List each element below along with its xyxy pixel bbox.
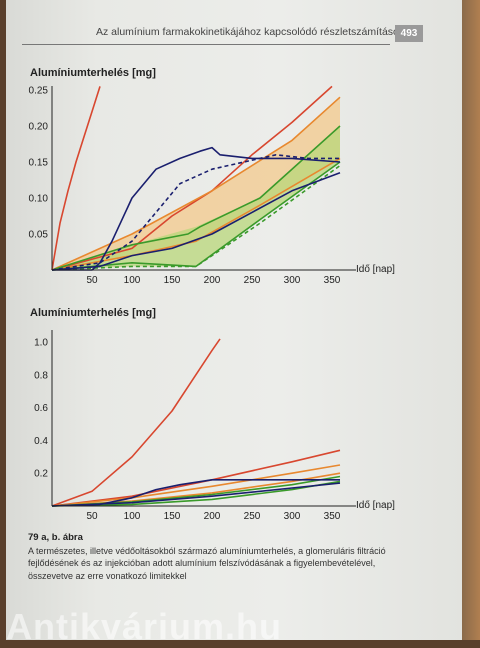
chart-b-ytick-label: 1.0 [34, 338, 48, 349]
chart-a-ytick-label: 0.25 [29, 86, 49, 97]
chart-b-xtick-label: 250 [244, 511, 261, 522]
caption-title: 79 a, b. ábra [28, 532, 83, 543]
chart-a-ticks: 50 100 150 200 250 300 350 0.05 0.10 0.15 0.20 0.25 [29, 86, 341, 287]
chart-a-ytick-label: 0.15 [29, 158, 49, 169]
chart-a-xtick-label: 150 [164, 275, 181, 286]
chart-b: Alumíniumterhelés [mg] Idő [nap] 50 100 15… [30, 307, 395, 522]
chart-b-xtick-label: 200 [204, 511, 221, 522]
chart-a-ytick-label: 0.05 [29, 230, 49, 241]
chart-a-series-9 [51, 172, 341, 271]
running-head: Az alumínium farmakokinetikájához kapcso… [96, 26, 405, 38]
chart-a: Alumíniumterhelés [mg] Idő [nap] 50 100 15… [29, 67, 396, 286]
page-edge [462, 0, 480, 640]
chart-a-xtick-label: 250 [244, 275, 261, 286]
header-rule [22, 44, 390, 45]
chart-a-ytick-label: 0.10 [29, 194, 49, 205]
chart-a-ytick-label: 0.20 [29, 122, 49, 133]
chart-a-lines [51, 85, 341, 271]
chart-a-series-2 [51, 96, 341, 271]
chart-a-axes [51, 86, 356, 271]
chart-a-series-3 [51, 157, 341, 271]
chart-a-xtick-label: 100 [124, 275, 141, 286]
chart-a-xtick-label: 50 [86, 275, 98, 286]
chart-b-series-2 [51, 464, 341, 507]
chart-b-ylabel: Alumíniumterhelés [mg] [30, 307, 156, 319]
chart-b-lines [51, 338, 341, 507]
chart-b-ytick-label: 0.8 [34, 370, 48, 381]
chart-b-xtick-label: 350 [324, 511, 341, 522]
chart-b-xlabel: Idő [nap] [356, 500, 395, 511]
chart-b-ytick-label: 0.2 [34, 469, 48, 480]
chart-b-xtick-label: 100 [124, 511, 141, 522]
chart-b-xtick-label: 300 [284, 511, 301, 522]
chart-b-series-0 [51, 338, 221, 507]
chart-b-axes [51, 330, 356, 507]
chart-a-xtick-label: 300 [284, 275, 301, 286]
chart-a-ylabel: Alumíniumterhelés [mg] [30, 67, 156, 79]
chart-b-ytick-label: 0.6 [34, 403, 48, 414]
chart-a-xlabel: Idő [nap] [356, 264, 395, 275]
chart-a-xtick-label: 200 [204, 275, 221, 286]
chart-a-series-7 [52, 146, 341, 271]
chart-a-series-0 [51, 86, 101, 271]
chart-b-series-6 [51, 479, 340, 507]
chart-b-ytick-label: 0.4 [34, 436, 48, 447]
chart-a-series-6 [51, 164, 341, 271]
chart-a-xtick-label: 350 [324, 275, 341, 286]
chart-b-xtick-label: 50 [86, 511, 98, 522]
book-page [6, 0, 462, 640]
chart-b-xtick-label: 150 [164, 511, 181, 522]
watermark: Antikvárium.hu [6, 606, 283, 647]
chart-b-series-7 [51, 482, 341, 507]
page-number: 493 [395, 25, 423, 42]
caption-text: A természetes, illetve védőoltásokból sz… [28, 545, 386, 581]
chart-a-series-4 [51, 125, 341, 271]
figure-caption: 79 a, b. ábra A természetes, illetve véd… [28, 532, 408, 582]
chart-b-ticks: 50 100 150 200 250 300 350 0.2 0.4 0.6 0.8 1.0 [34, 338, 341, 522]
